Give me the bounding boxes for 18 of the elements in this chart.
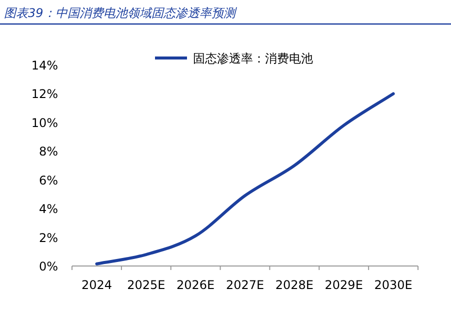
x-tick-label: 2030E (374, 278, 412, 292)
line-series (95, 92, 395, 266)
x-tick-label: 2025E (127, 278, 166, 292)
legend-label: 固态渗透率：消费电池 (193, 52, 313, 66)
y-tick-label: 0% (38, 260, 58, 274)
y-tick-label: 8% (38, 144, 58, 159)
x-tick-label: 2028E (275, 278, 314, 292)
y-tick-label: 12% (31, 87, 58, 102)
y-tick-label: 14% (31, 58, 58, 72)
y-tick-label: 6% (38, 173, 58, 188)
chart-title: 图表39：中国消费电池领域固态渗透率预测 (4, 6, 238, 20)
y-tick-label: 4% (38, 202, 58, 216)
x-tick-label: 2026E (176, 278, 215, 292)
y-tick-label: 10% (31, 116, 58, 130)
x-tick-label: 2024 (81, 278, 112, 292)
y-tick-label: 2% (38, 230, 58, 245)
x-tick-label: 2029E (324, 278, 363, 292)
x-tick-label: 2027E (226, 278, 264, 292)
